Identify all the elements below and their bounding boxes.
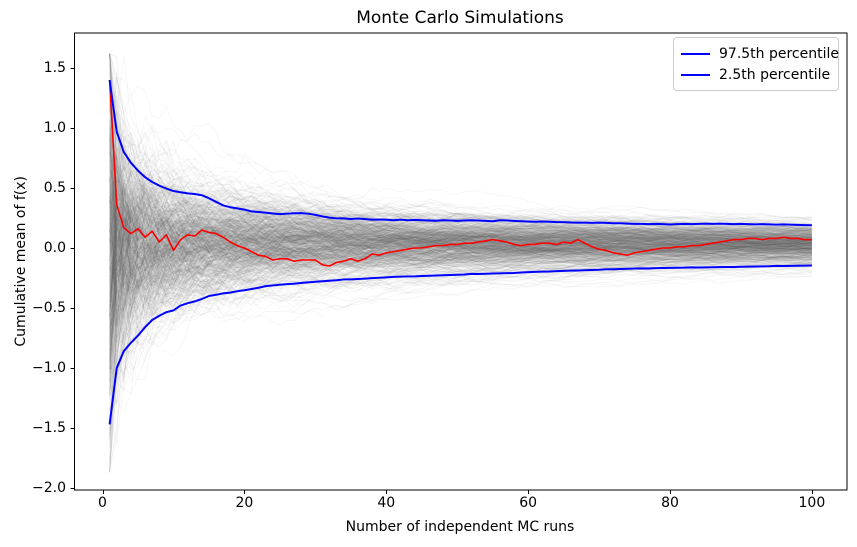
y-tick-label: −1.0 <box>32 359 66 376</box>
x-tick-label: 60 <box>519 495 538 511</box>
y-axis-label: Cumulative mean of f(x) <box>13 176 29 347</box>
legend-label: 97.5th percentile <box>719 45 839 62</box>
x-tick-label: 40 <box>377 495 396 511</box>
legend-entry-25: 2.5th percentile <box>679 64 830 85</box>
legend-entry-975: 97.5th percentile <box>679 43 839 64</box>
x-axis-label: Number of independent MC runs <box>345 519 575 535</box>
x-tick-label: 20 <box>235 495 254 511</box>
chart-title: Monte Carlo Simulations <box>356 8 564 28</box>
y-tick-label: −2.0 <box>32 479 66 496</box>
blue-line-swatch-icon <box>681 73 710 76</box>
y-tick-label: 0.0 <box>43 240 66 256</box>
y-tick-label: 1.5 <box>43 60 66 77</box>
legend-label: 2.5th percentile <box>719 66 831 83</box>
legend-box: 97.5th percentile 2.5th percentile <box>673 37 839 91</box>
x-tick-label: 80 <box>661 495 679 511</box>
y-tick-label: 0.5 <box>43 180 66 196</box>
y-tick-label: −0.5 <box>32 299 66 316</box>
blue-line-swatch-icon <box>681 52 710 55</box>
y-tick-label: −1.5 <box>32 419 66 436</box>
x-tick-label: 0 <box>98 495 107 511</box>
x-tick-label: 100 <box>798 495 826 511</box>
y-tick-label: 1.0 <box>43 120 66 137</box>
